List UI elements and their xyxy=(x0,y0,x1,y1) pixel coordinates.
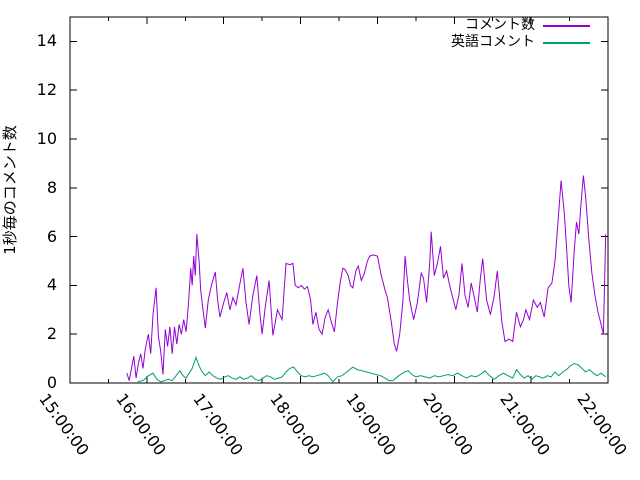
y-tick-label: 0 xyxy=(46,373,57,392)
y-tick-label: 4 xyxy=(46,275,57,295)
y-tick-label: 12 xyxy=(36,80,57,100)
legend-item: コメント数 xyxy=(465,18,590,33)
legend-label-english-comments: 英語コメント xyxy=(451,34,535,50)
y-tick-label: 6 xyxy=(46,226,57,246)
y-tick-label: 10 xyxy=(36,129,57,148)
legend-line-sample-english-comments xyxy=(543,41,590,44)
y-tick-label: 2 xyxy=(46,324,57,344)
legend-line-sample-comments xyxy=(543,24,590,27)
legend-item: 英語コメント xyxy=(451,35,590,50)
y-tick-label: 8 xyxy=(46,177,57,197)
legend: コメント数 英語コメント xyxy=(451,18,590,50)
legend-label-comments: コメント数 xyxy=(465,17,535,33)
y-tick-label: 14 xyxy=(36,31,57,51)
